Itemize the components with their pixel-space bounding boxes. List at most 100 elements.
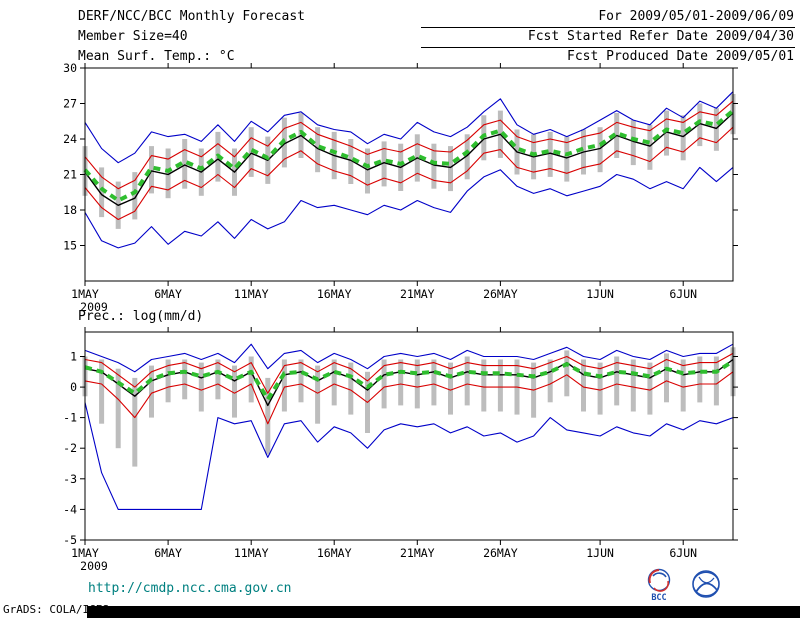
series-lower-spread <box>84 126 734 221</box>
x-tick-label: 26MAY <box>483 546 518 560</box>
y-tick-label: -3 <box>63 472 77 486</box>
series-ensemble-median <box>84 359 735 402</box>
x-tick-label: 6JUN <box>669 287 697 301</box>
spread-bar <box>348 139 354 184</box>
spread-bar <box>315 365 321 424</box>
page-title: DERF/NCC/BCC Monthly Forecast <box>78 9 305 24</box>
spread-bar <box>315 127 321 173</box>
spread-bar <box>182 359 188 400</box>
spread-bar <box>381 359 387 409</box>
spread-bar <box>348 362 354 415</box>
spread-bar <box>99 359 105 424</box>
spread-bar <box>381 141 387 187</box>
grads-credit: GrADS: COLA/IGES <box>3 603 109 616</box>
spread-bar <box>448 146 453 192</box>
spread-bar <box>398 359 404 406</box>
spread-bar <box>232 365 237 418</box>
source-url-text: http://cmdp.ncc.cma.gov.cn <box>88 581 292 596</box>
bottom-bar <box>87 606 800 618</box>
spread-bar <box>597 127 603 173</box>
spread-bar <box>597 362 603 415</box>
x-tick-label: 6MAY <box>154 546 182 560</box>
series-ensemble-max <box>84 91 734 164</box>
y-tick-label: -5 <box>63 533 77 547</box>
spread-bar <box>647 362 653 415</box>
series-lower-spread <box>84 371 734 425</box>
spread-bars <box>82 347 736 467</box>
series-upper-spread <box>84 100 734 190</box>
header-rule-2 <box>421 47 795 48</box>
spread-bar <box>198 362 204 412</box>
spread-bar <box>680 359 686 412</box>
x-tick-label: 11MAY <box>234 287 269 301</box>
series-ensemble-min <box>84 402 734 510</box>
x-tick-label: 21MAY <box>400 546 435 560</box>
axis-labels: 15 18 21 24 27 30 1MAY 6MAY 11MAY 16MAY 21MAY 26MAY… <box>63 61 697 314</box>
series-ensemble-min <box>84 166 734 249</box>
spread-bar <box>115 368 121 449</box>
series-upper-spread <box>84 352 734 394</box>
spread-bar <box>464 134 470 180</box>
x-tick-label: 11MAY <box>234 546 269 560</box>
member-size-label: Member Size=40 <box>78 29 188 44</box>
y-tick-label: -1 <box>63 411 77 425</box>
series-ensemble-max <box>84 343 734 373</box>
spread-bar <box>165 148 171 199</box>
y-tick-label: 30 <box>63 61 77 75</box>
y-tick-label: 0 <box>70 380 77 394</box>
y-tick-label: -2 <box>63 441 77 455</box>
spread-bar <box>414 359 420 409</box>
y-tick-label: 24 <box>63 132 77 146</box>
spread-bar <box>497 359 503 412</box>
bcc-logo-label: BCC <box>651 593 666 602</box>
bcc-logo-icon: BCC <box>647 568 671 602</box>
spread-bar <box>281 359 287 412</box>
spread-bar <box>331 359 337 406</box>
spread-bar <box>431 143 437 189</box>
chart-frame <box>84 331 734 541</box>
x-sub-label: 2009 <box>80 559 108 573</box>
x-tick-label: 6JUN <box>669 546 697 560</box>
spread-bar <box>431 359 437 406</box>
ncc-logo-icon <box>692 570 720 598</box>
x-tick-label: 16MAY <box>317 546 352 560</box>
x-tick-label: 1MAY <box>71 287 99 301</box>
spread-bar <box>182 139 188 189</box>
spread-bar <box>630 120 636 166</box>
spread-bar <box>664 110 669 156</box>
x-tick-label: 1JUN <box>586 546 614 560</box>
spread-bar <box>464 356 470 406</box>
x-tick-label: 1MAY <box>71 546 99 560</box>
spread-bar <box>630 359 636 412</box>
prec-units-label: Prec.: log(mm/d) <box>78 309 204 324</box>
spread-bar <box>365 148 370 194</box>
spread-bar <box>664 353 669 403</box>
spread-bar <box>165 359 171 403</box>
x-tick-label: 26MAY <box>483 287 518 301</box>
spread-bar <box>265 377 271 455</box>
temperature-chart: 15 18 21 24 27 30 1MAY 6MAY 11MAY 16MAY 21MAY 26MAY… <box>63 61 738 314</box>
axis-ticks <box>80 327 738 545</box>
spread-bars <box>82 94 736 229</box>
spread-bar <box>564 350 570 397</box>
axis-ticks <box>80 63 738 286</box>
spread-bar <box>614 356 620 406</box>
spread-bar <box>547 131 553 177</box>
series-ensemble-mean <box>84 112 734 207</box>
spread-bar <box>647 124 653 170</box>
spread-bar <box>564 136 570 182</box>
x-tick-label: 6MAY <box>154 287 182 301</box>
spread-bar <box>149 146 154 194</box>
spread-bar <box>697 356 703 403</box>
spread-bar <box>298 359 304 403</box>
x-sub-label: 2009 <box>80 300 108 314</box>
x-tick-label: 21MAY <box>400 287 435 301</box>
spread-bar <box>132 172 138 220</box>
spread-bar <box>713 108 719 151</box>
spread-bar <box>248 127 254 177</box>
y-tick-label: 21 <box>63 168 77 182</box>
spread-bar <box>581 359 586 412</box>
